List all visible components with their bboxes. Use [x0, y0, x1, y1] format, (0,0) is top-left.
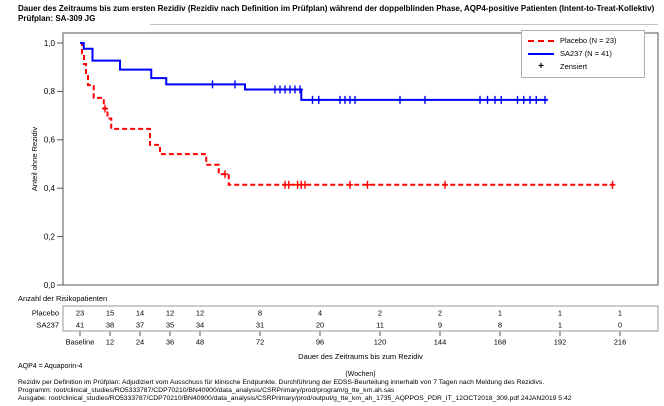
- x-tick-label: 216: [614, 338, 627, 347]
- x-tick-label: 96: [316, 338, 324, 347]
- sa237-solid-line-sample: [528, 52, 554, 55]
- title-divider: [150, 24, 658, 25]
- x-axis-units: (Wochen): [345, 371, 376, 378]
- risk-table-header: Anzahl der Risikopatienten: [18, 294, 108, 303]
- risk-count: 20: [316, 321, 324, 330]
- x-axis-title: Dauer des Zeitraums bis zum Rezidiv: [298, 352, 423, 361]
- plot-frame: [62, 32, 659, 286]
- legend: Placebo (N = 23) SA237 (N = 41) + Zensie…: [521, 30, 645, 78]
- x-tick-label: 24: [136, 338, 144, 347]
- censored-plus-icon: +: [538, 61, 544, 72]
- risk-count: 38: [106, 321, 114, 330]
- risk-count: 2: [378, 309, 382, 318]
- risk-count: 11: [376, 321, 384, 330]
- footnote-program: Programm: root/clinical_studies/RO533378…: [18, 387, 395, 394]
- risk-row-label: SA237: [36, 321, 59, 330]
- risk-count: 2: [438, 309, 442, 318]
- x-tick-label: 168: [494, 338, 507, 347]
- risk-count: 4: [318, 309, 322, 318]
- x-tick-label: 120: [374, 338, 387, 347]
- y-tick-label: 1,0: [44, 39, 56, 48]
- legend-label-placebo: Placebo (N = 23): [560, 36, 617, 45]
- risk-count: 0: [618, 321, 622, 330]
- censor-marks-sa237: [209, 80, 548, 104]
- risk-row-label: Placebo: [32, 309, 59, 318]
- risk-table-box: [62, 305, 659, 332]
- risk-count: 1: [558, 321, 562, 330]
- risk-count: 34: [196, 321, 204, 330]
- risk-count: 12: [196, 309, 204, 318]
- placebo-dashed-line-sample: [528, 39, 554, 42]
- km-curve-sa237: [80, 42, 548, 101]
- risk-count: 14: [136, 309, 144, 318]
- y-tick-label: 0,2: [44, 232, 56, 241]
- figure-title-line2: Prüfplan: SA-309 JG: [18, 14, 96, 23]
- legend-item-sa237: SA237 (N = 41): [528, 47, 640, 60]
- risk-count: 31: [256, 321, 264, 330]
- x-tick-label: 12: [106, 338, 114, 347]
- y-tick-label: 0,6: [44, 136, 56, 145]
- risk-count: 8: [498, 321, 502, 330]
- risk-count: 1: [558, 309, 562, 318]
- x-tick-label: 72: [256, 338, 264, 347]
- risk-count: 15: [106, 309, 114, 318]
- risk-count: 9: [438, 321, 442, 330]
- y-tick-label: 0,0: [44, 281, 56, 290]
- risk-count: 12: [166, 309, 174, 318]
- legend-label-sa237: SA237 (N = 41): [560, 49, 612, 58]
- risk-count: 1: [618, 309, 622, 318]
- y-tick-label: 0,4: [44, 184, 56, 193]
- y-tick-label: 0,8: [44, 87, 56, 96]
- figure-title-line1: Dauer des Zeitraums bis zum ersten Rezid…: [18, 4, 655, 13]
- risk-count: 37: [136, 321, 144, 330]
- footnote-definition: Rezidiv per Definition im Prüfplan: Adju…: [18, 379, 545, 386]
- legend-item-placebo: Placebo (N = 23): [528, 34, 640, 47]
- censor-marks-placebo: [102, 104, 616, 189]
- legend-item-censored: + Zensiert: [528, 60, 640, 73]
- y-axis-title: Anteil ohne Rezidiv: [30, 127, 39, 191]
- x-tick-label: 144: [434, 338, 447, 347]
- risk-count: 1: [498, 309, 502, 318]
- footnote-aqp4: AQP4 = Aquaporin-4: [18, 363, 83, 370]
- x-tick-label: Baseline: [66, 338, 95, 347]
- footnote-output: Ausgabe: root/clinical_studies/RO5333787…: [18, 395, 572, 402]
- risk-count: 41: [76, 321, 84, 330]
- legend-label-censored: Zensiert: [560, 62, 588, 71]
- x-tick-label: 48: [196, 338, 204, 347]
- risk-count: 35: [166, 321, 174, 330]
- figure-title: Dauer des Zeitraums bis zum ersten Rezid…: [18, 4, 658, 24]
- risk-count: 23: [76, 309, 84, 318]
- risk-count: 8: [258, 309, 262, 318]
- km-curve-placebo: [80, 42, 614, 186]
- x-tick-label: 192: [554, 338, 567, 347]
- x-tick-label: 36: [166, 338, 174, 347]
